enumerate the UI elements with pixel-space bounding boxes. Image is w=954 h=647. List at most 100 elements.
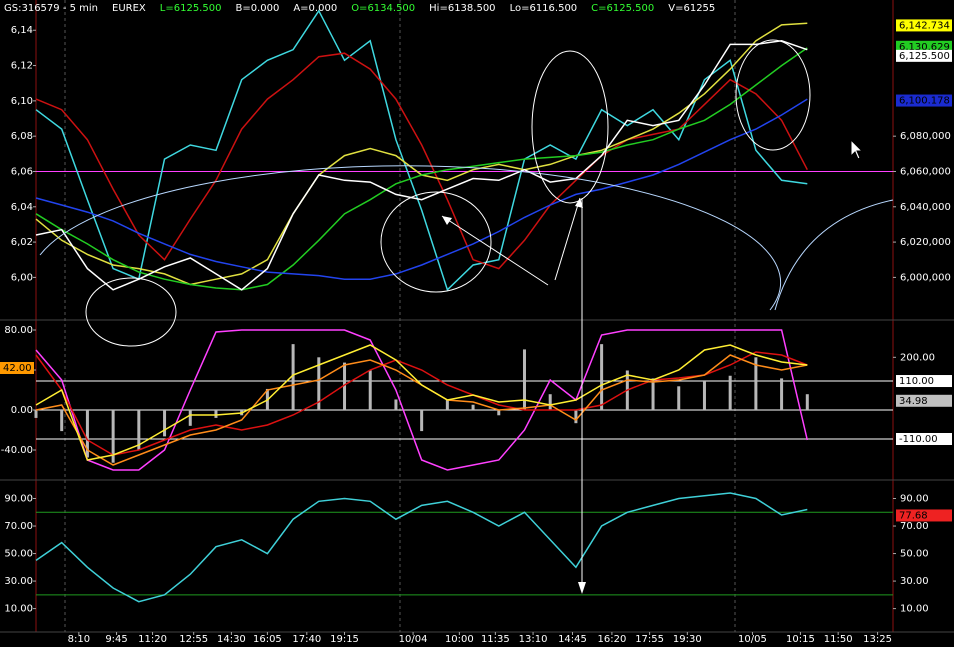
y2-tick-label: 50.00 [900,549,929,560]
mouse-cursor [850,138,864,160]
arrow-head [442,216,452,225]
indicator-line [35,47,808,291]
x-tick-label: 19:15 [330,634,359,645]
price-tag-label: 110.00 [899,376,934,387]
price-tag-label: -110.00 [899,434,938,445]
histogram-bar [574,410,578,424]
y2-tick-label: 6,060,000 [900,166,951,177]
y-tick-label: 6,02 [11,237,33,248]
indicator-line [35,344,808,461]
histogram-bar [677,386,681,411]
histogram-bar [522,349,526,411]
header-item: EUREX [112,3,146,14]
y-tick-label: 6,10 [11,96,33,107]
y2-tick-label: 10.00 [900,604,929,615]
price-tag [0,362,34,374]
x-tick-label: 12:55 [179,634,208,645]
indicator-line [35,9,808,292]
histogram-bar [163,410,167,437]
header-item: B=0.000 [235,3,279,14]
histogram-bar [702,381,706,411]
histogram-bar [497,410,501,416]
price-tag [896,375,952,388]
y2-tick-label: 6,020,000 [900,237,951,248]
histogram-bar [60,410,64,432]
indicator-line [35,52,808,270]
y-tick-label: 6,00 [11,272,33,283]
histogram-bar [111,410,115,463]
price-tag [896,509,952,522]
x-tick-label: 19:30 [673,634,702,645]
y-tick-label: -40.00 [1,445,33,456]
x-tick-label: 9:45 [105,634,127,645]
histogram-bar [85,410,89,458]
histogram-bar [754,357,758,411]
indicator-line [35,351,808,456]
x-tick-label: 14:30 [217,634,246,645]
y2-tick-label: 90.00 [900,494,929,505]
y2-tick-label: 6,080,000 [900,131,951,142]
y-tick-label: 30.00 [4,576,33,587]
arrow-head [575,198,583,208]
price-tag-label: 6,142.734 [899,20,950,31]
header-item: C=6125.500 [591,3,654,14]
y-tick-label: 50.00 [4,549,33,560]
arrow-head [578,582,586,594]
price-tag [896,394,952,407]
histogram-bar [214,410,218,418]
x-tick-label: 17:55 [635,634,664,645]
histogram-bar [343,362,347,411]
y2-tick-label: 200.00 [900,352,935,363]
y-tick-label: 6,04 [11,202,33,213]
header-item: O=6134.500 [351,3,415,14]
x-tick-label: 17:40 [292,634,321,645]
x-tick-label: 10/04 [399,634,428,645]
price-tag-label: 34.98 [899,396,928,407]
histogram-bar [780,378,784,411]
indicator-line [35,22,808,286]
cycle-arc [774,199,894,311]
y-tick-label: 6,12 [11,61,33,72]
arrow [554,197,581,281]
panel-frame [0,0,954,633]
y2-tick-label: 70.00 [900,521,929,532]
histogram-bar [137,410,141,450]
price-tag [896,19,952,32]
y-tick-label: 6,08 [11,131,33,142]
header-item: Lo=6116.500 [510,3,578,14]
x-tick-label: 14:45 [558,634,587,645]
histogram-bar [420,410,424,432]
price-tag-label: 6,130.629 [899,42,950,53]
highlight-ellipse [735,39,811,151]
x-tick-label: 10/05 [738,634,767,645]
indicator-line [35,329,809,471]
indicator-line [35,40,808,291]
x-tick-label: 11:50 [824,634,853,645]
price-tag-label: 42.00 [3,363,32,374]
price-tag [896,94,952,107]
x-tick-label: 13:25 [863,634,892,645]
price-tag-label: 6,100.178 [899,96,950,107]
histogram-bar [728,375,732,411]
highlight-ellipse [85,277,177,347]
histogram-bar [394,399,398,411]
header-item: V=61255 [668,3,715,14]
x-tick-label: 13:10 [519,634,548,645]
histogram-bar [805,394,809,411]
histogram-bar [188,410,192,426]
x-tick-label: 8:10 [68,634,90,645]
histogram-bar [445,399,449,411]
y2-tick-label: 6,000,000 [900,272,951,283]
y-tick-label: 80.00 [4,325,33,336]
y2-tick-label: 6,040,000 [900,202,951,213]
histogram-bar [548,394,552,411]
y-tick-label: 90.00 [4,494,33,505]
histogram-bar [317,357,321,411]
annotations [39,39,894,594]
y-tick-label: 6,14 [11,25,33,36]
histogram-bar [651,378,655,411]
cycle-arc [39,165,782,311]
x-tick-label: 10:00 [445,634,474,645]
price-tag [896,40,952,53]
